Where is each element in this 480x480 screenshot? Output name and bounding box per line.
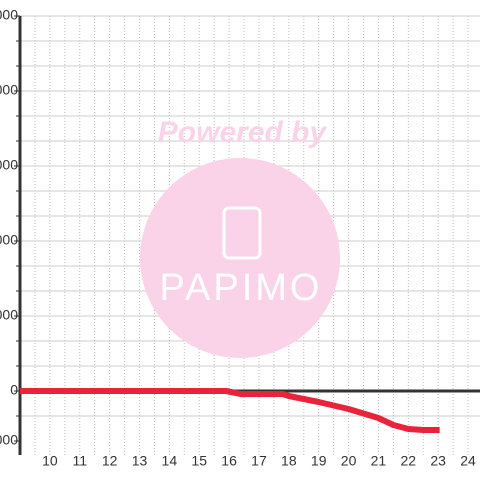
x-tick-label: 20 <box>341 453 357 469</box>
x-tick-label: 23 <box>430 453 446 469</box>
x-tick-label: 10 <box>42 453 58 469</box>
x-tick-label: 24 <box>460 453 476 469</box>
watermark-caption: Powered by <box>158 116 328 149</box>
x-tick-label: 17 <box>251 453 267 469</box>
y-tick-label: 60,000 <box>0 232 18 248</box>
watermark-icon <box>222 206 262 260</box>
x-tick-label: 21 <box>371 453 387 469</box>
y-tick-label: 120,000 <box>0 82 18 98</box>
y-tick-label: 90,000 <box>0 157 18 173</box>
watermark: Powered by PAPIMO <box>140 116 340 358</box>
x-tick-label: 16 <box>221 453 237 469</box>
x-tick-label: 11 <box>72 453 87 469</box>
y-tick-label: 0 <box>10 382 18 398</box>
y-tick-label: 30,000 <box>0 307 18 323</box>
x-tick-label: 19 <box>311 453 327 469</box>
x-tick-label: 22 <box>401 453 417 469</box>
y-tick-label: -20,000 <box>0 432 18 448</box>
plot: -20,000 0 30,000 60,000 90,000 120,000 150,000… <box>0 7 480 469</box>
line-series <box>20 388 440 433</box>
x-tick-label: 14 <box>162 453 178 469</box>
x-tick-label: 18 <box>281 453 297 469</box>
watermark-logo: PAPIMO <box>160 267 323 309</box>
x-tick-label: 12 <box>102 453 118 469</box>
x-tick-label: 15 <box>191 453 207 469</box>
y-tick-label: 150,000 <box>0 7 18 23</box>
x-tick-label: 13 <box>132 453 148 469</box>
